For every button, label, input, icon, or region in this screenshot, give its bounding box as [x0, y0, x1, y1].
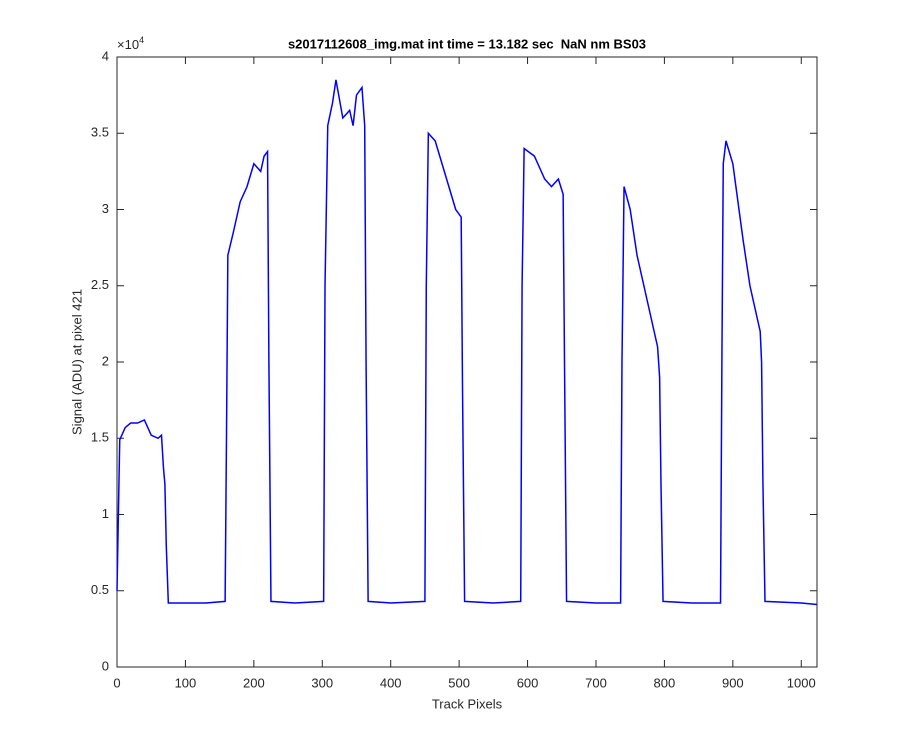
x-tick-label: 800 [654, 675, 676, 690]
y-tick-label: 3.5 [91, 125, 109, 140]
x-axis-label: Track Pixels [432, 696, 503, 711]
y-scale-exponent: 4 [139, 35, 144, 45]
y-tick-label: 1.5 [91, 430, 109, 445]
x-tick-label: 1000 [787, 675, 816, 690]
y-tick-label: 3 [102, 201, 109, 216]
y-scale-label: ×104 [117, 35, 144, 52]
plot-area [116, 56, 818, 668]
y-axis-label: Signal (ADU) at pixel 421 [69, 289, 84, 435]
x-tick-label: 500 [448, 675, 470, 690]
y-scale-base: ×10 [117, 37, 139, 52]
x-tick-label: 700 [585, 675, 607, 690]
y-tick-label: 0.5 [91, 582, 109, 597]
x-tick-label: 300 [311, 675, 333, 690]
x-tick-label: 200 [243, 675, 265, 690]
x-tick-label: 600 [517, 675, 539, 690]
x-tick-label: 0 [113, 675, 120, 690]
x-tick-label: 900 [722, 675, 744, 690]
y-tick-label: 0 [102, 658, 109, 673]
y-tick-label: 2.5 [91, 277, 109, 292]
x-tick-label: 100 [175, 675, 197, 690]
chart-title: s2017112608_img.mat int time = 13.182 se… [288, 36, 646, 51]
x-tick-label: 400 [380, 675, 402, 690]
y-tick-label: 4 [102, 48, 109, 63]
y-tick-label: 1 [102, 506, 109, 521]
y-tick-label: 2 [102, 353, 109, 368]
data-line [116, 79, 818, 606]
